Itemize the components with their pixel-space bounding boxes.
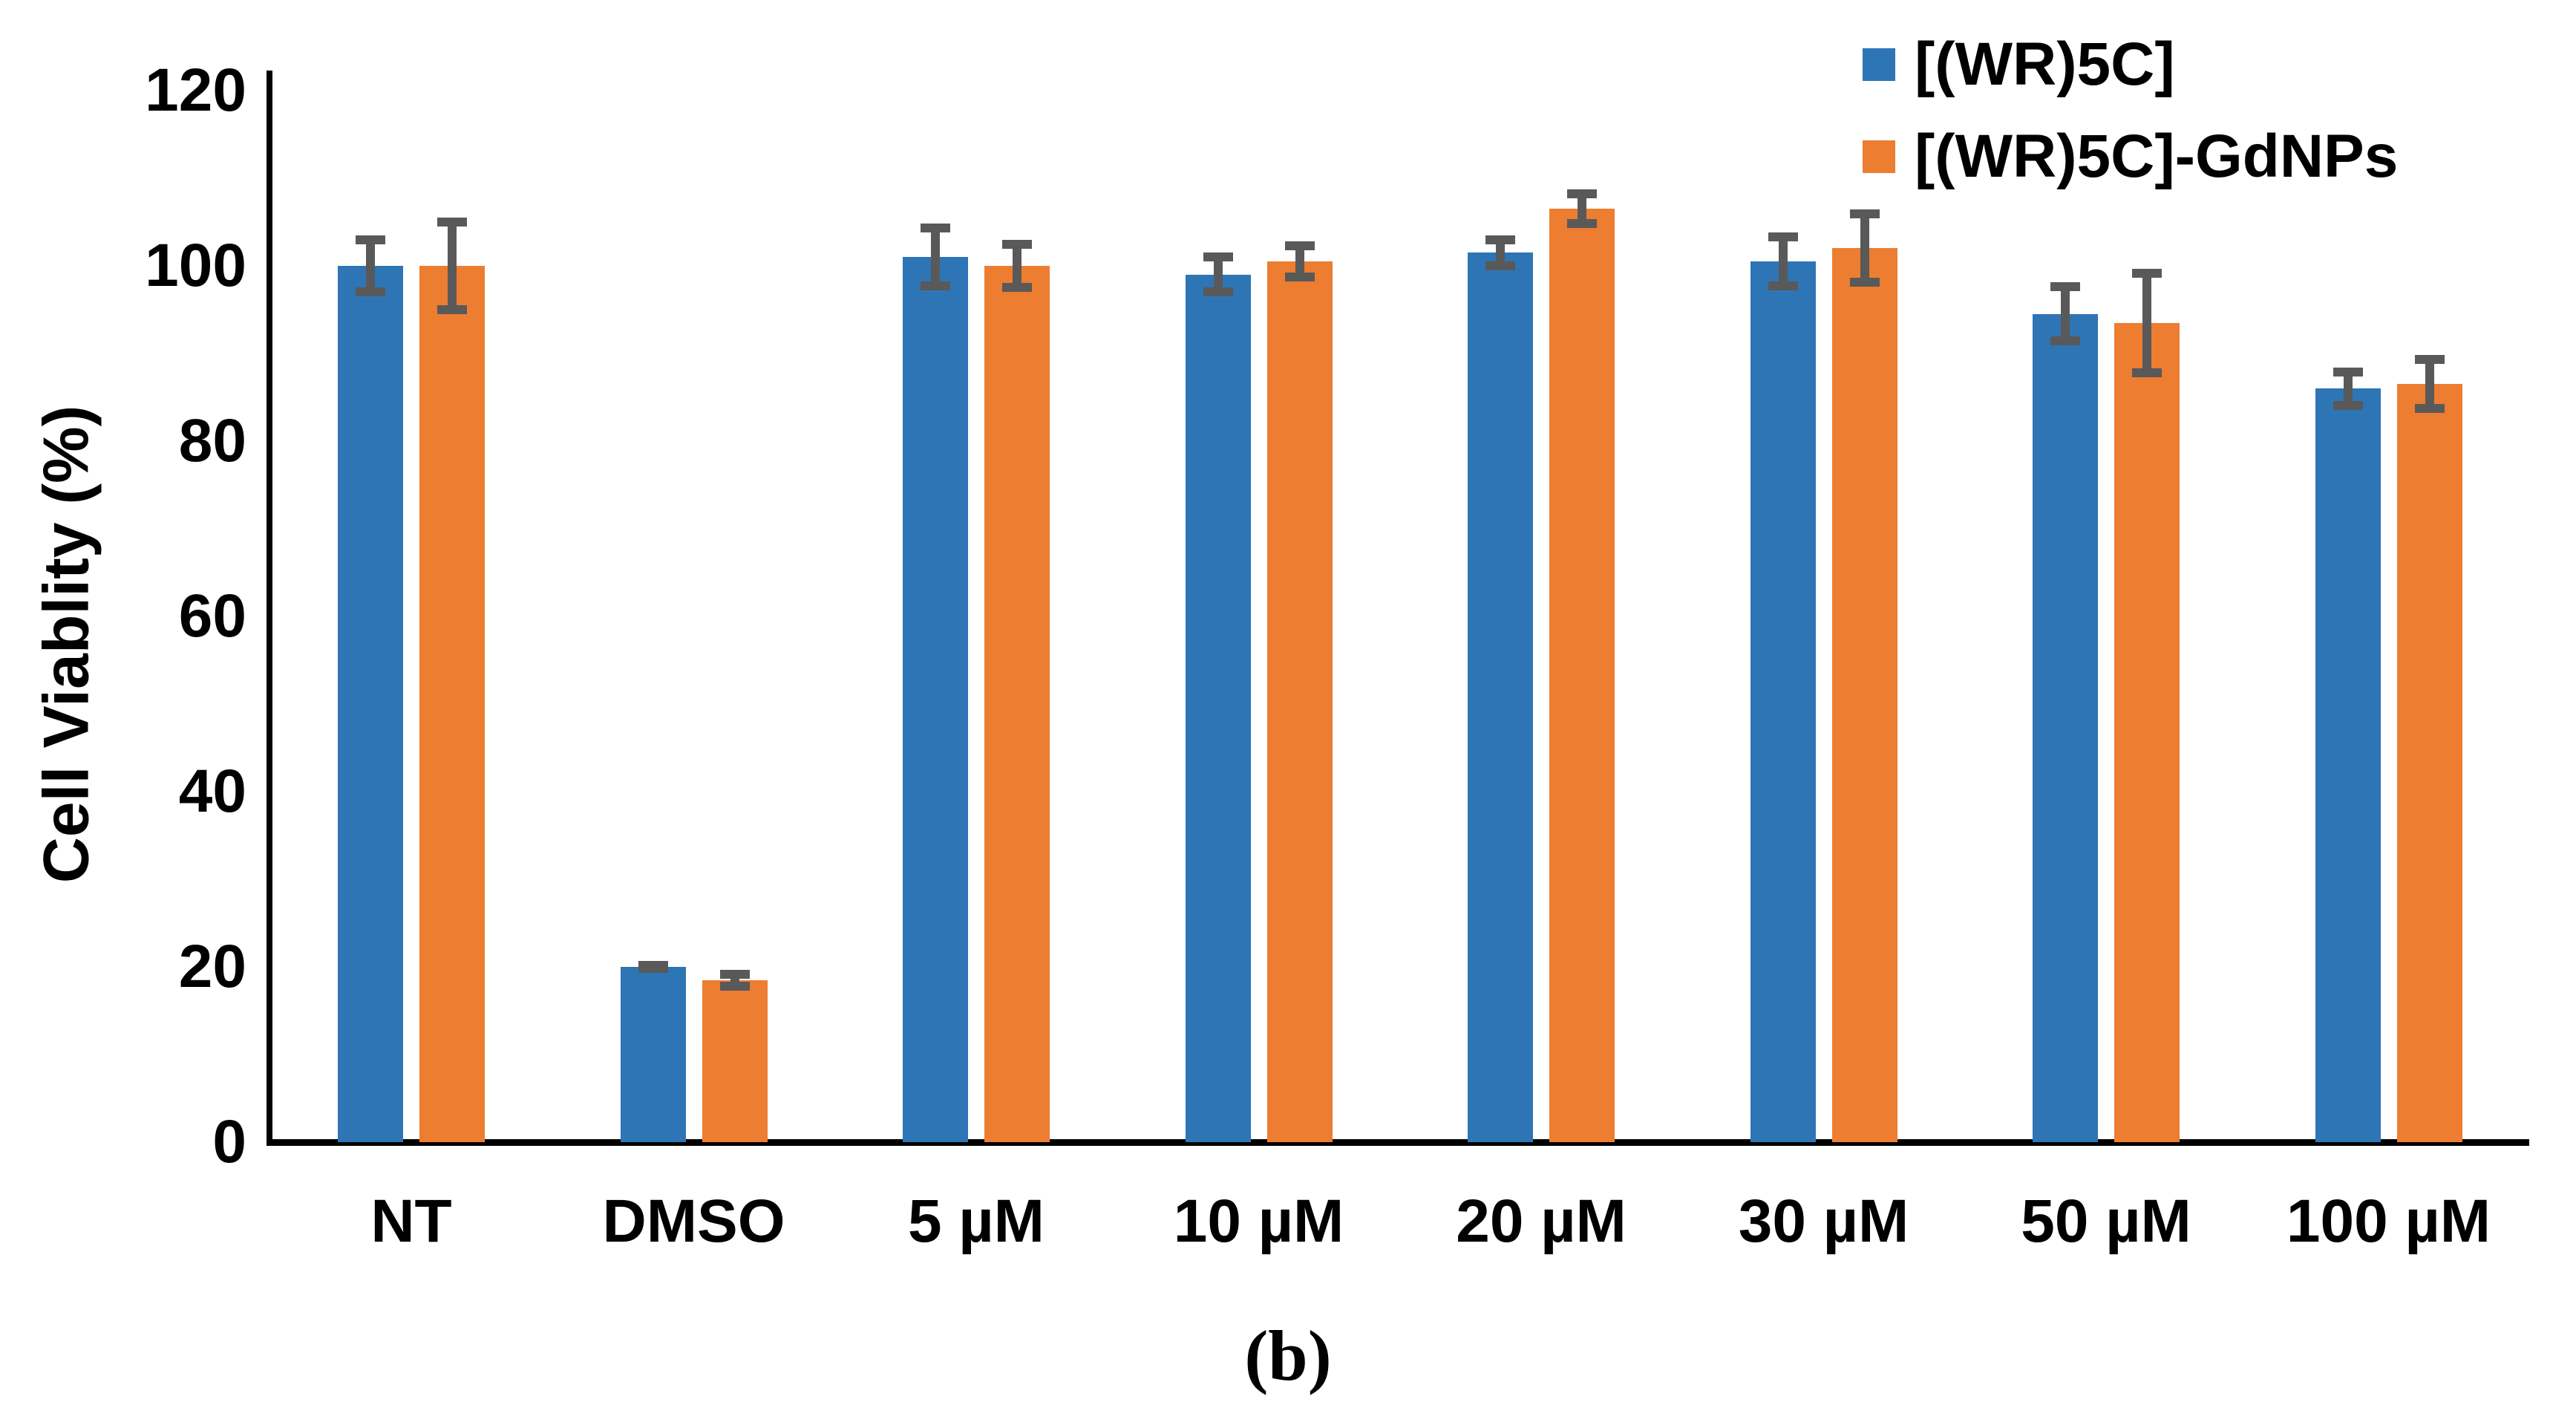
error-bar-cap-top (719, 969, 750, 979)
bar-wr-5c-dmso (620, 967, 686, 1142)
x-tick-label-20-m: 20 µM (1456, 1187, 1627, 1255)
bar-wr-5c-gdnps-dmso (702, 980, 768, 1142)
error-bar-cap-bottom (1567, 219, 1597, 229)
bar-wr-5c-50-m (2033, 313, 2098, 1142)
bar-wr-5c-nt (338, 266, 403, 1142)
error-bar-cap-top (2132, 268, 2162, 278)
error-bar-cap-top (1002, 239, 1032, 249)
bar-wr-5c-gdnps-10-m (1266, 261, 1333, 1142)
legend-item-wr-5c: [(WR)5C] (1863, 30, 2398, 98)
error-bar-line (366, 235, 375, 297)
error-bar-cap-top (2333, 367, 2363, 377)
error-bar-cap-bottom (356, 287, 385, 297)
y-tick-label: 80 (178, 407, 246, 475)
error-bar-line (2425, 355, 2434, 414)
error-bar-cap-bottom (2414, 404, 2445, 414)
legend-label: [(WR)5C]-GdNPs (1915, 123, 2399, 190)
error-bar-line (1213, 252, 1223, 297)
y-tick-label: 20 (178, 933, 246, 1000)
error-bar-line (2343, 367, 2353, 410)
error-bar-cap-bottom (638, 964, 668, 974)
x-tick-label-dmso: DMSO (602, 1187, 785, 1255)
error-bar-cap-bottom (1849, 278, 1880, 287)
error-bar-line (1295, 241, 1304, 282)
bar-wr-5c-30-m (1750, 261, 1816, 1142)
bar-wr-5c-gdnps-100-m (2396, 384, 2462, 1142)
x-tick-label-50-m: 50 µM (2021, 1187, 2191, 1255)
x-tick-label-5-m: 5 µM (908, 1187, 1045, 1255)
x-tick-label-10-m: 10 µM (1173, 1187, 1344, 1255)
bar-wr-5c-gdnps-30-m (1831, 248, 1897, 1142)
error-bar-cap-bottom (921, 281, 950, 291)
error-bar-cap-top (1284, 241, 1315, 250)
error-bar-cap-top (1567, 189, 1597, 199)
bar-wr-5c-20-m (1468, 252, 1533, 1142)
y-tick-label: 60 (178, 582, 246, 650)
error-bar-cap-bottom (437, 304, 467, 314)
y-axis-line (267, 71, 272, 1145)
legend-swatch (1863, 48, 1895, 81)
legend-item-wr-5c-gdnps: [(WR)5C]-GdNPs (1863, 123, 2398, 190)
error-bar-cap-bottom (1284, 273, 1315, 282)
legend: [(WR)5C] [(WR)5C]-GdNPs (1863, 30, 2398, 190)
error-bar-cap-top (2414, 355, 2445, 365)
y-tick-label: 40 (178, 757, 246, 825)
error-bar-line (931, 224, 940, 291)
bar-wr-5c-10-m (1185, 274, 1251, 1142)
error-bar-line (1860, 209, 1869, 287)
error-bar-line (2061, 282, 2070, 346)
bar-wr-5c-gdnps-nt (419, 266, 485, 1142)
error-bar-cap-bottom (1485, 261, 1515, 270)
error-bar-cap-top (2050, 282, 2080, 292)
error-bar-cap-bottom (1002, 283, 1032, 293)
x-tick-label-nt: NT (370, 1187, 452, 1255)
error-bar-cap-bottom (1203, 287, 1233, 297)
bar-wr-5c-gdnps-20-m (1549, 209, 1615, 1142)
x-axis-line (267, 1139, 2529, 1146)
plot-area (269, 91, 2529, 1142)
error-bar-cap-top (1849, 209, 1880, 219)
error-bar-line (1578, 189, 1586, 229)
error-bar-line (2142, 268, 2151, 377)
y-tick-label: 0 (212, 1108, 246, 1176)
error-bar-cap-bottom (1768, 281, 1798, 291)
bar-wr-5c-gdnps-50-m (2114, 322, 2180, 1142)
error-bar-line (1778, 232, 1788, 291)
x-tick-label-100-m: 100 µM (2286, 1187, 2491, 1255)
x-tick-label-30-m: 30 µM (1738, 1187, 1909, 1255)
error-bar-line (448, 218, 457, 314)
error-bar-cap-top (437, 218, 467, 227)
bar-wr-5c-5-m (903, 257, 968, 1142)
bar-wr-5c-100-m (2315, 388, 2381, 1142)
error-bar-cap-top (356, 235, 385, 244)
figure-label: (b) (1244, 1316, 1332, 1395)
bar-wr-5c-gdnps-5-m (984, 266, 1050, 1142)
legend-swatch (1863, 140, 1895, 173)
legend-label: [(WR)5C] (1915, 30, 2175, 98)
error-bar-cap-top (1485, 235, 1515, 244)
y-tick-label: 100 (145, 232, 246, 299)
error-bar-line (1013, 239, 1021, 293)
y-tick-label: 120 (145, 56, 246, 124)
error-bar-cap-bottom (2050, 336, 2080, 346)
error-bar-cap-bottom (2132, 368, 2162, 377)
error-bar-cap-bottom (719, 981, 750, 991)
error-bar-cap-top (921, 224, 950, 233)
error-bar-cap-bottom (2333, 400, 2363, 410)
error-bar-cap-top (1768, 232, 1798, 242)
error-bar-cap-top (1203, 252, 1233, 262)
